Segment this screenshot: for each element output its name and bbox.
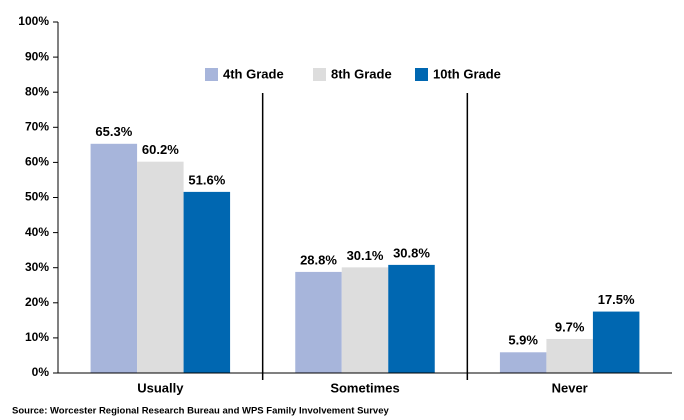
value-label: 9.7% — [555, 319, 585, 334]
bar — [295, 271, 342, 373]
y-tick-label: 30% — [25, 260, 49, 274]
legend-label: 10th Grade — [433, 66, 501, 81]
bar — [90, 143, 138, 373]
y-tick-label: 90% — [25, 49, 49, 63]
bar — [183, 191, 231, 373]
legend-swatch — [313, 68, 326, 81]
x-tick-label: Never — [552, 380, 588, 395]
value-label: 60.2% — [142, 142, 179, 157]
x-tick-label: Sometimes — [330, 380, 399, 395]
bar — [546, 338, 593, 373]
y-tick-label: 50% — [25, 190, 49, 204]
x-tick-label: Usually — [137, 380, 184, 395]
value-label: 17.5% — [598, 292, 635, 307]
bar — [137, 161, 184, 373]
value-label: 51.6% — [188, 172, 225, 187]
y-tick-label: 10% — [25, 330, 49, 344]
legend-swatch — [415, 68, 428, 81]
y-tick-label: 0% — [32, 365, 50, 379]
bar — [499, 352, 547, 373]
y-tick-label: 20% — [25, 295, 49, 309]
y-tick-label: 70% — [25, 119, 49, 133]
value-label: 65.3% — [95, 124, 132, 139]
bar — [388, 264, 435, 373]
legend-swatch — [205, 68, 218, 81]
source-note: Source: Worcester Regional Research Bure… — [12, 406, 389, 417]
bar — [341, 267, 389, 373]
y-tick-label: 100% — [18, 14, 49, 28]
legend-label: 4th Grade — [223, 66, 284, 81]
legend-label: 8th Grade — [331, 66, 392, 81]
value-label: 28.8% — [300, 252, 337, 267]
value-label: 30.1% — [347, 248, 384, 263]
value-label: 30.8% — [393, 245, 430, 260]
y-tick-label: 60% — [25, 155, 49, 169]
y-tick-label: 40% — [25, 225, 49, 239]
value-label: 5.9% — [508, 333, 538, 348]
y-tick-label: 80% — [25, 84, 49, 98]
bar — [592, 311, 640, 373]
